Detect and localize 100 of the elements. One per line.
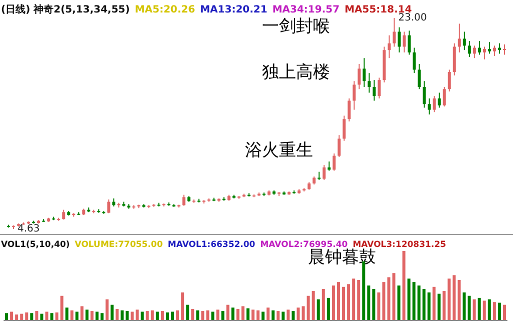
chart-title: VOL1(5,10,40) (1, 240, 70, 250)
bar (458, 280, 461, 320)
bar (392, 273, 396, 320)
bar (226, 304, 230, 320)
bar (181, 292, 184, 320)
bar (156, 312, 159, 320)
bar (498, 302, 501, 320)
candlestick (392, 18, 396, 48)
bar (292, 311, 295, 320)
annotation: 一剑封喉 (262, 16, 330, 36)
bar (186, 304, 190, 320)
bar (316, 299, 320, 320)
candlestick (372, 80, 376, 102)
bar (30, 313, 34, 320)
bar (442, 291, 446, 320)
candlestick (482, 46, 486, 60)
bar (302, 306, 305, 320)
bar (60, 296, 64, 320)
bar (282, 312, 285, 320)
bar (5, 313, 8, 320)
bar (448, 278, 451, 320)
bar (211, 312, 214, 320)
bar (312, 291, 315, 320)
bar (50, 313, 54, 320)
bar (332, 286, 335, 320)
candlestick (107, 198, 110, 214)
candlestick (428, 98, 431, 115)
bar (75, 312, 78, 320)
bar (130, 312, 134, 320)
bar (70, 310, 74, 320)
bar (296, 308, 300, 320)
candlestick (378, 77, 381, 99)
bar (176, 310, 180, 320)
bar (266, 308, 270, 320)
bar (126, 311, 129, 320)
bar (347, 284, 350, 320)
candlestick (418, 64, 421, 90)
bar (40, 314, 44, 320)
candlestick (62, 209, 66, 220)
bar (15, 314, 18, 320)
bar (387, 277, 390, 320)
bar (272, 310, 275, 320)
bar (25, 312, 28, 320)
bar (372, 288, 376, 320)
candlestick (322, 164, 326, 181)
bar (146, 311, 149, 320)
bar (241, 306, 244, 320)
bar (432, 286, 436, 320)
bar (352, 278, 356, 320)
bar (422, 288, 426, 320)
bar (221, 311, 224, 320)
candlestick (458, 23, 461, 53)
candlestick (368, 72, 371, 94)
candlestick (358, 64, 361, 90)
bar (106, 299, 109, 320)
bar (452, 275, 456, 320)
bar (468, 296, 471, 320)
candlestick (502, 44, 506, 56)
bar (136, 310, 139, 320)
bar (166, 312, 169, 320)
bar (150, 310, 154, 320)
candlestick (342, 115, 346, 142)
bar (170, 312, 174, 320)
bar (357, 280, 360, 320)
candlestick (408, 30, 411, 56)
bar (140, 312, 144, 320)
candlestick (472, 45, 476, 59)
bar (10, 312, 14, 320)
candlestick (478, 40, 481, 56)
candlestick (412, 47, 416, 74)
candlestick (352, 80, 356, 110)
candlestick (422, 80, 426, 108)
annotation: 4.63 (18, 224, 40, 234)
text: MA5:20.26 (134, 4, 196, 16)
bar (326, 298, 330, 320)
bar (478, 298, 481, 320)
bar (85, 310, 89, 320)
candlestick (338, 134, 341, 158)
bar (96, 312, 99, 320)
bar (120, 310, 124, 320)
bar (402, 251, 406, 320)
bar (45, 312, 48, 320)
bar (191, 308, 194, 320)
bar (246, 308, 250, 320)
bar (397, 286, 400, 320)
bar (276, 311, 280, 320)
bar (201, 311, 204, 320)
candlestick (468, 40, 471, 58)
text: VOLUME:77055.00 (74, 240, 163, 250)
bar (492, 302, 496, 320)
text: MA13:20.21 (200, 4, 268, 16)
candlestick (332, 152, 336, 172)
chart-title: (日线) 神奇2(5,13,34,55) (1, 4, 130, 16)
annotation: 23.00 (398, 12, 427, 24)
bar (160, 311, 164, 320)
bar (35, 311, 38, 320)
bar (100, 313, 104, 320)
candlestick (402, 31, 406, 53)
bar (342, 286, 346, 320)
text: MAVOL1:66352.00 (168, 240, 256, 250)
